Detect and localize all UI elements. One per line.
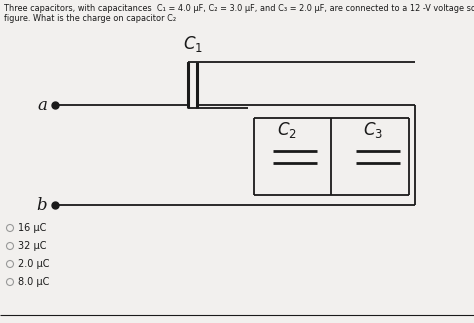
Text: figure. What is the charge on capacitor C₂: figure. What is the charge on capacitor … xyxy=(4,14,176,23)
Text: Three capacitors, with capacitances  C₁ = 4.0 μF, C₂ = 3.0 μF, and C₃ = 2.0 μF, : Three capacitors, with capacitances C₁ =… xyxy=(4,4,474,13)
Text: $C_1$: $C_1$ xyxy=(182,34,202,54)
Text: 16 μC: 16 μC xyxy=(18,223,46,233)
Text: 8.0 μC: 8.0 μC xyxy=(18,277,49,287)
Text: a: a xyxy=(37,97,47,113)
Text: 32 μC: 32 μC xyxy=(18,241,46,251)
Text: $C_2$: $C_2$ xyxy=(277,120,297,140)
Text: 2.0 μC: 2.0 μC xyxy=(18,259,49,269)
Text: b: b xyxy=(36,196,47,214)
Text: $C_3$: $C_3$ xyxy=(363,120,383,140)
